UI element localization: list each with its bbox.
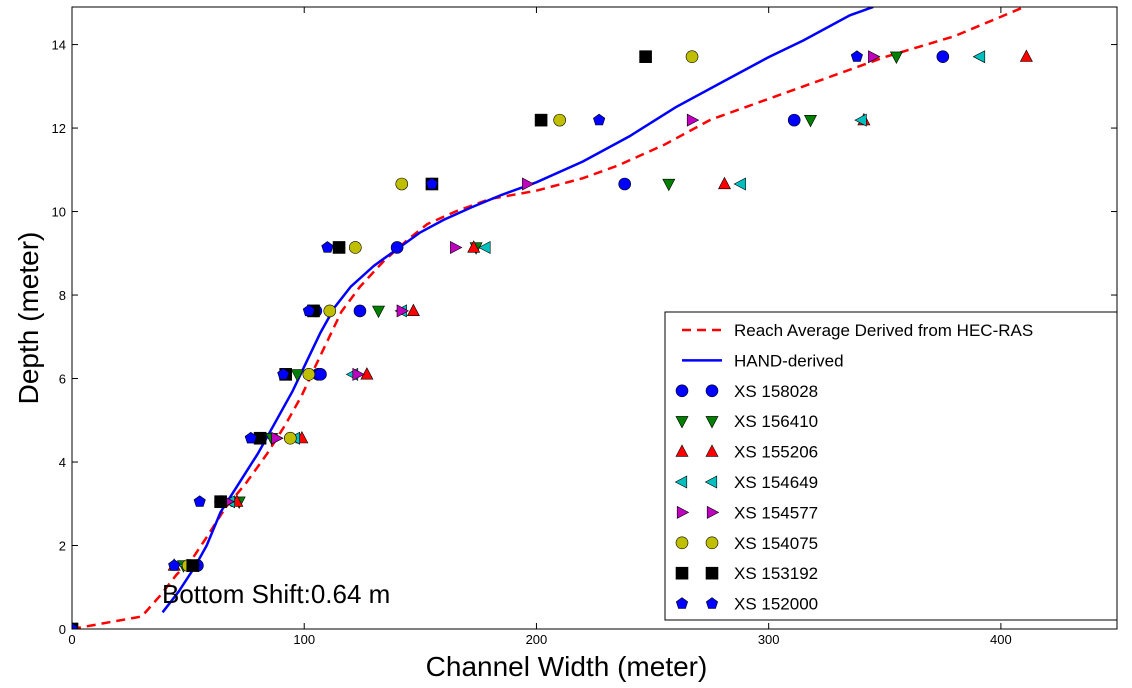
x-tick-label: 100 <box>293 632 315 647</box>
legend-label: XS 154577 <box>734 503 818 522</box>
data-point <box>850 50 863 62</box>
data-point <box>396 304 410 318</box>
legend-marker <box>706 505 720 519</box>
data-point <box>332 241 346 254</box>
data-point <box>271 431 284 445</box>
data-point <box>290 369 304 382</box>
x-tick-label: 300 <box>758 632 780 647</box>
data-point <box>450 241 463 254</box>
legend-marker <box>704 475 718 489</box>
data-point <box>522 177 535 191</box>
legend: Reach Average Derived from HEC-RAS HAND-d… <box>664 311 1118 621</box>
data-point <box>168 559 181 571</box>
legend-label: XS 154649 <box>734 473 818 492</box>
legend-marker <box>674 475 688 489</box>
data-point <box>889 51 903 64</box>
data-point <box>618 177 631 191</box>
data-point <box>478 241 491 254</box>
y-tick-label: 12 <box>52 121 66 136</box>
data-point <box>868 50 881 64</box>
data-point <box>352 367 365 381</box>
y-tick-label: 0 <box>59 622 66 637</box>
legend-label: XS 153192 <box>734 564 818 583</box>
data-point <box>406 303 420 317</box>
legend-marker <box>705 444 719 457</box>
legend-marker <box>705 416 719 429</box>
data-point <box>534 113 548 127</box>
data-point <box>277 368 290 380</box>
legend-marker <box>676 505 690 519</box>
data-point <box>193 495 206 507</box>
data-point <box>323 304 337 318</box>
data-point <box>390 241 404 254</box>
data-point <box>787 113 801 127</box>
legend-label: HAND-derived <box>734 351 844 370</box>
data-point <box>349 241 362 254</box>
legend-box <box>664 311 1118 621</box>
data-point <box>186 559 200 572</box>
data-point <box>593 113 606 126</box>
y-tick-label: 14 <box>52 38 66 53</box>
data-point <box>372 305 385 319</box>
legend-marker <box>675 597 689 609</box>
series-line <box>72 7 1025 629</box>
y-tick-label: 10 <box>52 205 66 220</box>
legend-label: Reach Average Derived from HEC-RAS <box>734 321 1033 340</box>
data-point <box>395 177 409 191</box>
data-point <box>214 495 227 508</box>
data-point <box>467 240 481 253</box>
data-point <box>314 368 327 381</box>
legend-marker <box>675 416 689 429</box>
data-point <box>302 304 315 317</box>
y-tick-label: 4 <box>59 455 66 470</box>
data-point <box>283 431 297 445</box>
legend-marker <box>705 597 719 609</box>
legend-label: XS 156410 <box>734 412 818 431</box>
axis-ticks: 0 100 200 300 400 0 2 4 6 8 10 12 14 <box>52 7 1117 647</box>
y-tick-label: 6 <box>59 372 66 387</box>
bottom-shift-annotation: Bottom Shift:0.64 m <box>162 579 390 609</box>
data-point <box>321 241 334 253</box>
data-point <box>804 115 817 128</box>
legend-label: XS 158028 <box>734 382 818 401</box>
y-axis-label: Depth (meter) <box>13 232 44 405</box>
data-point <box>686 113 700 127</box>
data-point <box>425 177 439 190</box>
y-tick-label: 8 <box>59 288 66 303</box>
y-tick-label: 2 <box>59 539 66 554</box>
x-axis-label: Channel Width (meter) <box>426 651 708 682</box>
legend-marker <box>675 566 689 580</box>
legend-marker <box>675 444 689 457</box>
legend-marker <box>705 384 719 398</box>
legend-marker <box>675 536 689 550</box>
data-point <box>733 177 746 191</box>
x-tick-label: 400 <box>990 632 1012 647</box>
data-point <box>353 304 367 318</box>
data-point <box>718 176 731 190</box>
legend-marker <box>675 384 689 398</box>
data-point <box>972 50 986 64</box>
data-point <box>1019 49 1033 62</box>
data-point <box>639 50 652 63</box>
data-point <box>662 178 676 192</box>
plot-area <box>72 7 1033 629</box>
legend-marker <box>705 566 719 580</box>
data-point <box>854 113 867 127</box>
data-point <box>302 368 316 381</box>
legend-marker <box>705 536 719 550</box>
data-point <box>685 50 699 63</box>
legend-label: XS 152000 <box>734 595 818 614</box>
x-tick-label: 0 <box>68 632 75 647</box>
legend-label: XS 154075 <box>734 534 818 553</box>
data-point <box>936 50 950 63</box>
data-point <box>72 622 79 629</box>
legend-label: XS 155206 <box>734 443 818 462</box>
x-tick-label: 200 <box>526 632 548 647</box>
data-point <box>244 431 257 444</box>
series-line <box>161 7 874 614</box>
data-point <box>553 113 566 127</box>
data-point <box>360 367 374 380</box>
